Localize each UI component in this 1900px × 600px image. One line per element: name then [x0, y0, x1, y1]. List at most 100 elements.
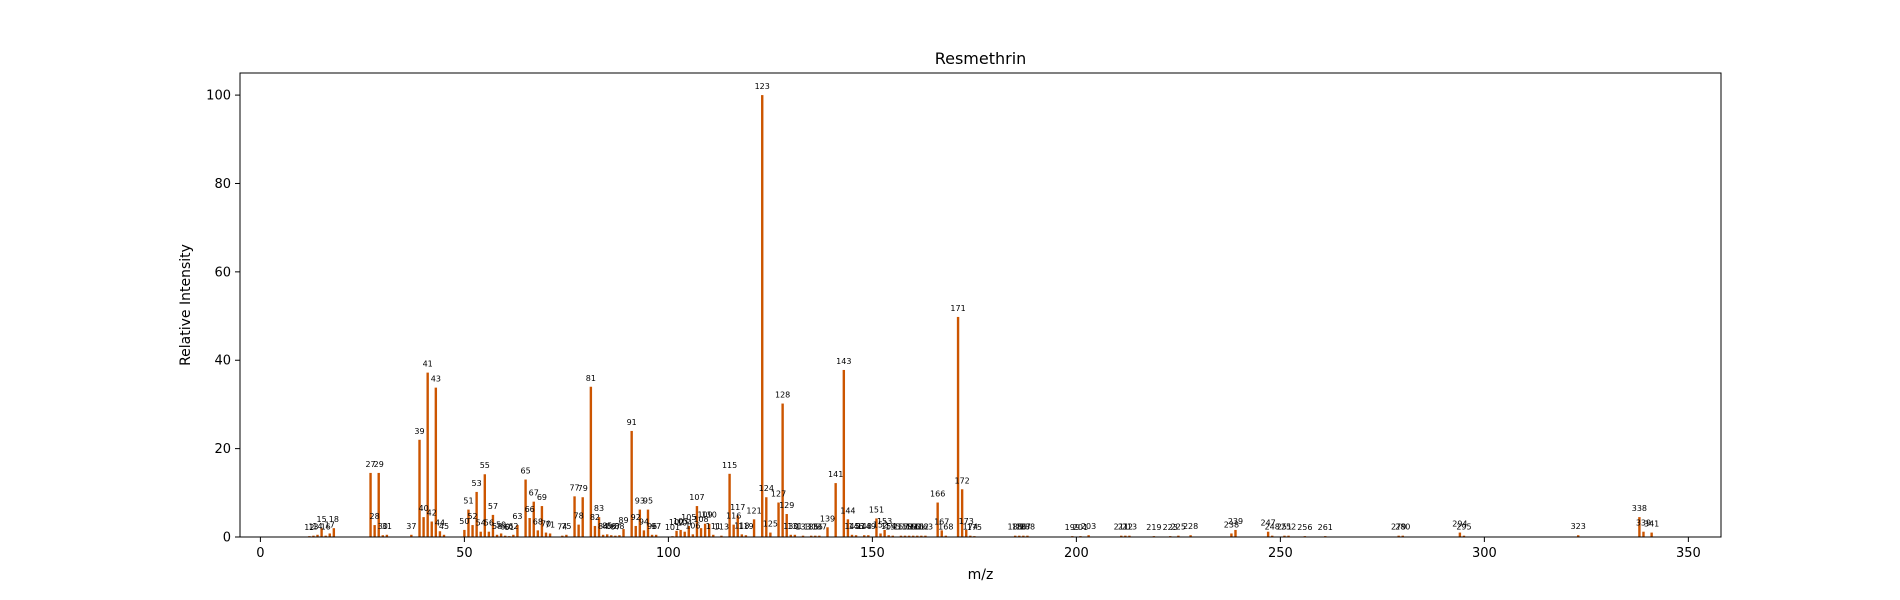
peak-label: 199: [1065, 523, 1080, 532]
peak-label: 157: [893, 523, 908, 532]
peak-bar: [426, 372, 429, 537]
peak-bar: [638, 509, 642, 537]
peak-label: 43: [431, 375, 441, 384]
peak-bar: [789, 534, 792, 537]
peak-label: 40: [419, 504, 429, 513]
peak-bar: [495, 534, 499, 537]
x-tick-label: 150: [860, 546, 885, 561]
peak-bar: [826, 527, 829, 537]
peak-bar: [561, 535, 564, 537]
peak-label: 50: [459, 517, 469, 526]
peak-bar: [1283, 535, 1286, 537]
x-axis-label: m/z: [968, 567, 994, 583]
peak-label: 155: [885, 523, 900, 532]
x-axis: 0 50 100 150 200 250 300 350: [256, 537, 1701, 561]
peak-label: 45: [439, 522, 449, 531]
peak-label: 121: [746, 506, 761, 515]
peak-label: 171: [950, 304, 965, 313]
peak-bar: [1120, 535, 1123, 537]
peak-label: 91: [627, 418, 637, 427]
peak-label: 137: [812, 523, 827, 532]
x-tick-label: 0: [256, 546, 264, 561]
peak-label: 136: [808, 523, 823, 532]
peak-bar: [720, 535, 723, 537]
peak-bar: [532, 501, 535, 537]
peak-label: 151: [869, 505, 884, 514]
y-tick-label: 20: [214, 442, 231, 457]
peak-bar: [703, 523, 707, 537]
x-tick-label: 300: [1472, 546, 1497, 561]
peak-bar: [516, 525, 519, 537]
peak-bar: [960, 489, 964, 537]
peak-label: 18: [329, 515, 339, 524]
peak-label: 186: [1012, 523, 1027, 532]
peak-bar: [1266, 531, 1270, 537]
peak-bar: [777, 502, 780, 537]
peak-label: 87: [610, 523, 620, 532]
peak-bar: [410, 534, 413, 537]
peak-bar: [956, 316, 960, 537]
peak-bar: [467, 509, 470, 537]
peak-bar: [646, 509, 650, 537]
peak-label: 228: [1183, 522, 1198, 531]
peak-bar: [1642, 531, 1645, 537]
peak-bar: [920, 535, 923, 537]
peak-bar: [618, 535, 621, 537]
peak-bar: [483, 474, 486, 537]
peak-bar: [765, 497, 768, 537]
peak-bar: [1397, 535, 1400, 537]
peak-bar: [630, 430, 633, 537]
y-axis-label: Relative Intensity: [178, 244, 194, 366]
peak-bar: [1124, 535, 1127, 537]
y-axis: 0 20 40 60 80 100: [206, 89, 240, 546]
peak-label: 94: [639, 517, 649, 526]
peak-label: 77: [569, 483, 579, 492]
peak-label: 149: [861, 522, 876, 531]
peak-bar: [1189, 535, 1192, 537]
peak-bar: [381, 535, 384, 537]
peak-bar: [683, 531, 686, 537]
peak-bar: [536, 530, 540, 537]
peak-bar: [377, 472, 380, 537]
peak-bar: [544, 532, 548, 537]
peak-label: 28: [370, 512, 380, 521]
peak-label: 174: [963, 523, 978, 532]
peak-bar: [1638, 517, 1641, 537]
peak-label: 129: [779, 501, 794, 510]
peak-bar: [907, 535, 911, 537]
peak-bar: [761, 95, 764, 537]
peak-bar: [883, 529, 886, 537]
peak-label: 212: [1118, 523, 1133, 532]
peak-label: 70: [541, 520, 551, 529]
peak-label: 95: [643, 497, 653, 506]
y-tick-label: 100: [206, 89, 231, 104]
peak-label: 238: [1224, 520, 1239, 529]
peak-label: 125: [763, 520, 778, 529]
peak-label: 97: [651, 522, 661, 531]
peak-label: 118: [734, 521, 749, 530]
peak-bar: [699, 528, 703, 537]
peak-label: 107: [689, 493, 704, 502]
peak-bar: [752, 519, 756, 537]
peak-label: 52: [467, 512, 477, 521]
peak-label: 168: [938, 523, 953, 532]
peak-label: 223: [1163, 523, 1178, 532]
peak-bar: [969, 535, 972, 537]
peak-label: 261: [1318, 523, 1333, 532]
peak-bar: [1026, 535, 1029, 537]
x-tick-label: 100: [656, 546, 681, 561]
x-tick-label: 250: [1268, 546, 1293, 561]
chart-title: Resmethrin: [935, 49, 1027, 68]
peak-label: 89: [618, 516, 628, 525]
peak-label: 54: [476, 519, 486, 528]
peak-bar: [573, 496, 576, 537]
x-tick-label: 350: [1676, 546, 1701, 561]
peak-label: 88: [614, 522, 624, 531]
peak-bar: [769, 532, 772, 537]
peak-bar: [707, 523, 711, 537]
peak-label: 96: [647, 522, 657, 531]
peak-label: 41: [423, 360, 433, 369]
peak-bar: [328, 533, 331, 537]
peak-label: 30: [378, 522, 388, 531]
